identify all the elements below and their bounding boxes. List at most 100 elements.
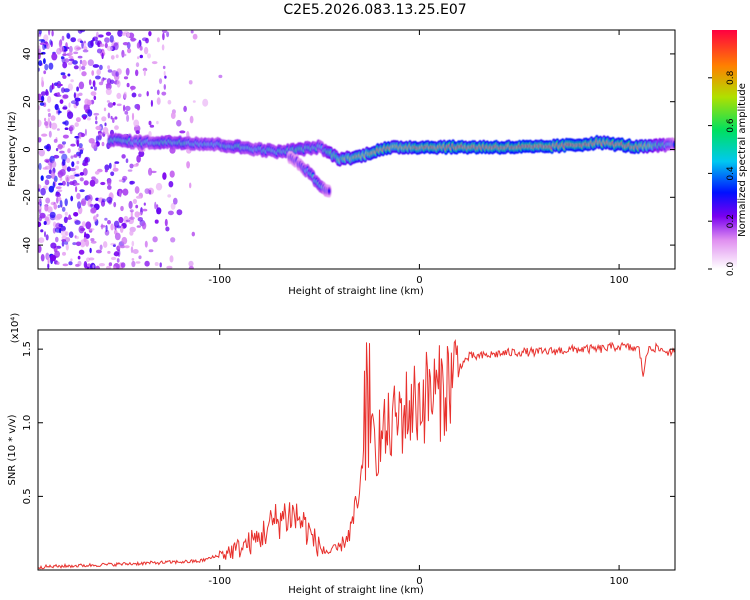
noise-blob — [170, 237, 176, 243]
noise-blob — [167, 194, 172, 198]
noise-blob — [38, 237, 45, 244]
spectrogram-noise-layer — [38, 30, 223, 269]
noise-blob — [43, 221, 47, 225]
noise-blob — [44, 204, 49, 212]
noise-blob — [148, 167, 153, 176]
noise-blob — [75, 236, 79, 240]
noise-blob — [69, 174, 76, 180]
noise-blob — [72, 242, 77, 246]
noise-blob — [123, 76, 129, 80]
noise-blob — [135, 130, 140, 135]
noise-blob — [107, 178, 112, 186]
branch-ridge — [287, 151, 332, 198]
noise-blob — [104, 169, 108, 173]
noise-blob — [84, 128, 87, 136]
snr-y-tick-label: 0.5 — [22, 488, 33, 504]
noise-blob — [80, 227, 86, 232]
noise-blob — [78, 133, 82, 140]
noise-blob — [138, 255, 142, 260]
noise-blob — [97, 34, 104, 38]
noise-blob — [122, 175, 128, 181]
noise-blob — [131, 112, 135, 121]
snr-frame — [37, 329, 676, 571]
noise-blob — [61, 239, 67, 242]
noise-blob — [166, 31, 170, 38]
snr-y-tick-label: 1.0 — [22, 415, 33, 431]
noise-blob — [154, 201, 157, 210]
noise-blob — [143, 202, 146, 206]
colorbar-tick-label: 0.8 — [726, 70, 736, 85]
noise-blob — [113, 201, 117, 208]
noise-blob — [115, 54, 119, 59]
noise-blob — [62, 94, 69, 99]
noise-blob — [104, 122, 107, 127]
noise-blob — [57, 189, 63, 193]
noise-blob — [88, 79, 92, 86]
noise-blob — [69, 181, 75, 186]
noise-blob — [62, 105, 68, 110]
noise-blob — [90, 86, 93, 89]
noise-blob — [112, 117, 115, 123]
noise-blob — [162, 30, 167, 34]
noise-blob — [73, 154, 78, 158]
noise-blob — [75, 117, 81, 123]
colorbar-ticks: 0.0 0.2 0.4 0.6 0.8 — [708, 70, 736, 276]
noise-blob — [60, 56, 65, 60]
noise-blob — [129, 180, 136, 185]
noise-blob — [114, 161, 120, 164]
noise-blob — [47, 117, 51, 126]
noise-blob — [120, 205, 124, 212]
noise-blob — [120, 262, 126, 268]
noise-blob — [45, 197, 51, 204]
noise-blob — [107, 185, 112, 190]
noise-blob — [114, 232, 121, 241]
noise-blob — [100, 223, 104, 230]
noise-blob — [101, 141, 105, 147]
noise-blob — [61, 241, 65, 247]
noise-blob — [156, 206, 159, 214]
noise-blob — [68, 55, 74, 59]
noise-blob — [188, 265, 194, 269]
noise-blob — [86, 99, 92, 106]
noise-blob — [127, 48, 132, 54]
noise-blob — [95, 265, 101, 269]
noise-blob — [137, 217, 143, 222]
noise-blob — [116, 92, 122, 99]
noise-blob — [123, 91, 127, 99]
noise-blob — [67, 83, 73, 91]
noise-blob — [121, 32, 127, 36]
noise-blob — [113, 266, 117, 269]
noise-blob — [139, 45, 143, 51]
noise-blob — [130, 246, 134, 254]
noise-blob — [50, 171, 56, 179]
noise-blob — [70, 155, 74, 159]
noise-blob — [125, 158, 129, 163]
noise-blob — [138, 150, 145, 157]
noise-blob — [91, 176, 96, 180]
noise-blob — [131, 240, 135, 247]
noise-blob — [110, 171, 115, 177]
noise-blob — [136, 104, 141, 111]
noise-blob — [97, 135, 102, 141]
noise-blob — [69, 167, 76, 172]
spectrogram-y-tick-label: -40 — [22, 237, 33, 253]
spectrogram-y-tick-label: 0 — [22, 146, 33, 152]
noise-blob — [142, 208, 148, 212]
noise-blob — [68, 62, 73, 66]
noise-blob — [38, 149, 45, 157]
noise-blob — [90, 207, 97, 214]
noise-blob — [176, 119, 182, 127]
noise-blob — [70, 79, 74, 83]
noise-blob — [41, 95, 45, 102]
noise-blob — [218, 74, 223, 79]
figure-title: C2E5.2026.083.13.25.E07 — [283, 2, 467, 18]
noise-blob — [145, 37, 149, 44]
noise-blob — [49, 39, 52, 45]
noise-blob — [107, 220, 111, 225]
noise-blob — [73, 65, 79, 70]
noise-blob — [83, 41, 87, 47]
noise-blob — [169, 170, 175, 178]
noise-blob — [38, 60, 43, 67]
noise-blob — [92, 36, 98, 41]
